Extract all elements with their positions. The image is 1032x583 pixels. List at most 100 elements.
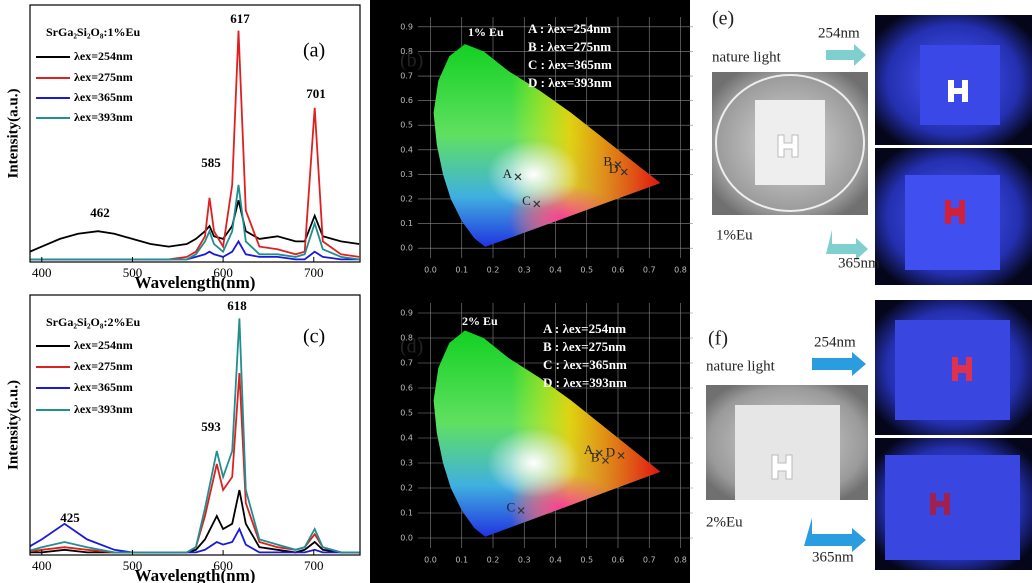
uv-label: 365nm — [838, 255, 880, 271]
y-tick-label: 0.1 — [400, 509, 413, 518]
x-tick-label: 400 — [32, 558, 52, 573]
x-tick-label: 0.0 — [424, 556, 437, 565]
legend-label: λex=365nm — [74, 90, 133, 104]
paper — [905, 175, 1000, 270]
spectrum-line — [30, 522, 360, 554]
uv-label: 254nm — [818, 25, 860, 41]
y-axis-label: Intensity(a.u.) — [5, 380, 21, 470]
plot: 400 500 600 700 Wavelength(nm) Intensity(a.u.… — [5, 4, 361, 292]
legend-label: B : λex=275nm — [528, 39, 611, 54]
y-tick-label: 0.6 — [400, 384, 413, 393]
x-tick-label: 500 — [123, 558, 143, 573]
h-sample — [945, 200, 965, 224]
x-tick-label: 0.1 — [455, 266, 468, 275]
x-tick-label: 0.8 — [674, 266, 687, 275]
spectrum-line — [30, 30, 360, 261]
y-tick-label: 0.9 — [400, 309, 413, 318]
light-label: nature light — [706, 358, 776, 374]
panel-label: (e) — [712, 8, 734, 30]
cie-point — [614, 161, 622, 168]
legend-title: SrGa₂Si₂O₈:1%Eu — [46, 25, 140, 39]
legend-label: λex=275nm — [74, 359, 133, 373]
x-tick-label: 0.5 — [580, 556, 593, 565]
y-tick-label: 0.7 — [400, 359, 413, 368]
x-tick-label: 400 — [32, 265, 52, 280]
x-tick-label: 0.4 — [549, 266, 562, 275]
plot: 400 500 600 700 Wavelength(nm) Intensity(a.u.… — [5, 294, 361, 583]
cie-title: 1% Eu — [468, 25, 504, 39]
h-sample — [948, 80, 968, 102]
cie-point — [517, 507, 525, 514]
y-tick-label: 0.2 — [400, 194, 413, 203]
x-tick-label: 0.0 — [424, 266, 437, 275]
x-tick-label: 0.3 — [518, 556, 531, 565]
y-tick-label: 0.8 — [400, 334, 413, 343]
x-tick-label: 0.7 — [643, 556, 656, 565]
point-label: D — [609, 161, 618, 176]
panel-label: (a) — [303, 40, 325, 62]
legend-label: C : λex=365nm — [528, 57, 612, 72]
legend-label: A : λex=254nm — [528, 21, 611, 36]
y-tick-label: 0.3 — [400, 170, 413, 179]
peak-label: 425 — [60, 510, 80, 525]
spectrum-line — [30, 372, 360, 554]
spectrum-line — [30, 318, 360, 554]
legend-label: λex=393nm — [74, 402, 133, 416]
x-tick-label: 0.5 — [580, 266, 593, 275]
cie-point — [514, 173, 522, 181]
x-tick-label: 0.1 — [455, 556, 468, 565]
y-tick-label: 0.6 — [400, 96, 413, 105]
legend-label: λex=275nm — [74, 70, 133, 84]
point-label: A — [584, 442, 594, 457]
paper — [920, 45, 1000, 125]
legend-label: B : λex=275nm — [543, 339, 626, 354]
point-label: B — [591, 449, 600, 464]
y-tick-label: 0.4 — [400, 434, 413, 443]
arrow — [826, 44, 866, 66]
gamut — [486, 428, 581, 498]
point-label: C — [522, 193, 531, 208]
legend-title: SrGa₂Si₂O₈:2%Eu — [46, 315, 140, 329]
cie-point — [533, 200, 541, 208]
paper — [885, 455, 1020, 560]
x-tick-label: 0.6 — [612, 556, 625, 565]
point-label: D — [606, 444, 615, 459]
peak-label: 585 — [201, 155, 221, 170]
spectrum-line — [30, 200, 360, 253]
legend-label: λex=365nm — [74, 380, 133, 394]
peak-label: 617 — [230, 11, 250, 26]
legend-label: A : λex=254nm — [543, 321, 626, 336]
legend-label: C : λex=365nm — [543, 357, 627, 372]
x-tick-label: 700 — [304, 265, 324, 280]
legend-label: λex=254nm — [74, 49, 133, 63]
sample-label: 2%Eu — [706, 514, 743, 530]
peak-label: 701 — [306, 86, 326, 101]
h-sample — [777, 134, 799, 158]
h-sample — [771, 454, 793, 480]
x-tick-label: 0.2 — [487, 556, 500, 565]
point-label: B — [603, 154, 612, 169]
h-sample — [952, 357, 972, 381]
x-axis-label: Wavelength(nm) — [135, 273, 256, 292]
y-tick-label: 0.2 — [400, 484, 413, 493]
plot-frame — [29, 4, 361, 263]
arrow — [826, 230, 868, 260]
x-tick-label: 0.4 — [549, 556, 562, 565]
x-tick-label: 700 — [304, 558, 324, 573]
plot-frame — [29, 294, 361, 556]
h-sample — [930, 493, 950, 515]
y-tick-label: 0.8 — [400, 47, 413, 56]
x-tick-label: 0.8 — [674, 556, 687, 565]
light-label: nature light — [712, 49, 782, 65]
point-label: C — [506, 499, 515, 514]
x-tick-label: 0.7 — [643, 266, 656, 275]
point-label: A — [503, 166, 513, 181]
peak-label: 593 — [201, 419, 221, 434]
legend-label: D : λex=393nm — [543, 375, 627, 390]
arrow — [812, 352, 866, 376]
gamut — [486, 139, 581, 209]
x-tick-label: 600 — [213, 558, 233, 573]
cie-point — [617, 452, 625, 459]
y-tick-label: 0.5 — [400, 409, 413, 418]
